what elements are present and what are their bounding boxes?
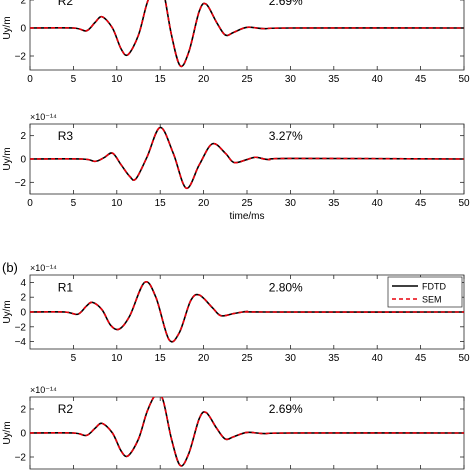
x-tick-label: 35 [328, 198, 340, 209]
error-label: 2.80% [269, 281, 303, 295]
sem-line [30, 280, 464, 343]
y-tick-label: 2 [20, 293, 26, 304]
x-tick-label: 50 [458, 74, 470, 85]
fdtd-line [30, 397, 464, 467]
x-tick-label: 20 [198, 74, 210, 85]
x-tick-label: 10 [111, 353, 123, 364]
x-tick-label: 30 [285, 353, 297, 364]
y-axis-label: Uy/m [2, 147, 13, 170]
x-tick-label: 20 [198, 198, 210, 209]
x-tick-label: 15 [155, 74, 167, 85]
x-tick-label: 50 [458, 198, 470, 209]
y-tick-label: −4 [15, 337, 27, 348]
y-tick-label: −2 [15, 178, 27, 189]
legend-label-sem: SEM [422, 295, 442, 305]
error-label: 2.69% [269, 402, 303, 416]
exponent-label: ×10⁻¹⁴ [30, 263, 57, 273]
receiver-label: R1 [58, 281, 74, 295]
y-tick-label: 0 [20, 429, 26, 440]
x-tick-label: 10 [111, 74, 123, 85]
y-tick-label: 2 [20, 131, 26, 142]
receiver-label: R2 [58, 0, 74, 8]
fdtd-line [30, 126, 464, 189]
panel-label: (b) [2, 260, 18, 275]
x-tick-label: 25 [241, 353, 253, 364]
x-tick-label: 25 [241, 198, 253, 209]
error-label: 2.69% [269, 0, 303, 8]
x-tick-label: 10 [111, 198, 123, 209]
y-tick-label: −2 [15, 52, 27, 63]
legend-box [387, 276, 463, 308]
x-tick-label: 45 [415, 198, 427, 209]
y-tick-label: 0 [20, 308, 26, 319]
x-tick-label: 35 [328, 74, 340, 85]
x-tick-label: 40 [372, 74, 384, 85]
y-tick-label: 4 [20, 278, 26, 289]
axes-frame [29, 0, 465, 71]
y-tick-label: −2 [15, 322, 27, 333]
y-tick-label: 0 [20, 155, 26, 166]
y-tick-label: 2 [20, 0, 26, 7]
x-tick-label: 15 [155, 198, 167, 209]
sem-line [30, 397, 464, 467]
x-tick-label: 30 [285, 74, 297, 85]
legend-label-fdtd: FDTD [422, 282, 446, 292]
x-tick-label: 50 [458, 353, 470, 364]
y-axis-label: Uy/m [2, 300, 13, 323]
exponent-label: ×10⁻¹⁴ [30, 385, 57, 395]
y-axis-label: Uy/m [2, 16, 13, 39]
x-tick-label: 5 [71, 74, 77, 85]
x-tick-label: 0 [27, 198, 33, 209]
y-tick-label: 0 [20, 24, 26, 35]
x-tick-label: 20 [198, 353, 210, 364]
panel-4: 05101520253035404550−202Uy/m×10⁻¹⁴R22.69… [2, 385, 470, 474]
x-tick-label: 0 [27, 74, 33, 85]
x-tick-label: 5 [71, 353, 77, 364]
fdtd-line [30, 0, 464, 68]
error-label: 3.27% [269, 129, 303, 143]
y-axis-label: Uy/m [2, 421, 13, 444]
x-tick-label: 40 [372, 198, 384, 209]
x-tick-label: 40 [372, 353, 384, 364]
panel-3: 5 10 15 20 25 30 35 40 45 50 −4 −2 0 2 4 Uy/m ×10⁻¹⁴ (b) R… [2, 260, 470, 364]
x-tick-label: 25 [241, 74, 253, 85]
sem-line [30, 0, 464, 68]
x-tick-label: 35 [328, 353, 340, 364]
x-tick-label: 30 [285, 198, 297, 209]
panel-2: 0 5 10 15 20 25 30 35 40 45 50−202Uy/mtime/ms×10⁻¹… [2, 112, 470, 222]
exponent-label: ×10⁻¹⁴ [30, 112, 57, 122]
receiver-label: R3 [58, 129, 74, 143]
y-tick-label: 2 [20, 405, 26, 416]
x-tick-label: 15 [155, 353, 167, 364]
sem-line [30, 126, 464, 189]
y-tick-label: −2 [15, 453, 27, 464]
x-tick-label: 45 [415, 353, 427, 364]
receiver-label: R2 [58, 402, 74, 416]
x-tick-label: 5 [71, 198, 77, 209]
x-axis-label: time/ms [230, 211, 265, 222]
x-tick-label: 45 [415, 74, 427, 85]
legend: FDTD SEM [387, 276, 463, 308]
